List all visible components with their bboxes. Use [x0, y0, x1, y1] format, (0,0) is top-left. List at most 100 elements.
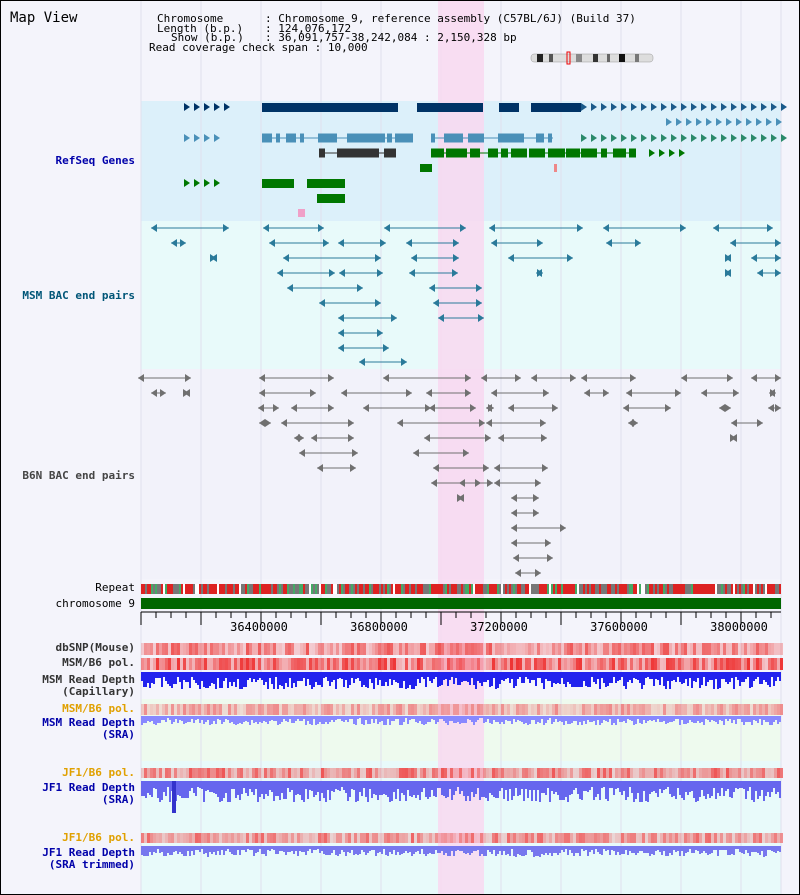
depth-bar [721, 716, 723, 721]
heat-cell [510, 768, 513, 778]
depth-bar [259, 672, 261, 678]
heat-cell [699, 768, 702, 778]
bac-end [491, 239, 497, 247]
bac-end [223, 224, 229, 232]
gene-block [554, 164, 557, 172]
heat-cell [762, 643, 765, 655]
depth-bar [647, 781, 649, 802]
depth-bar [241, 716, 243, 724]
depth-bar [657, 846, 659, 850]
depth-bar [747, 846, 749, 853]
depth-bar [703, 672, 705, 677]
depth-bar [289, 672, 291, 678]
depth-bar [721, 672, 723, 679]
depth-bar [371, 716, 373, 719]
heat-cell [327, 768, 330, 778]
heat-cell [210, 833, 213, 843]
heat-cell [444, 643, 447, 655]
gene-arrow [681, 103, 687, 111]
depth-bar [173, 672, 175, 684]
depth-bar [395, 716, 397, 719]
heat-cell [261, 768, 264, 778]
depth-bar [209, 716, 211, 725]
heat-cell [174, 833, 177, 843]
bac-end [151, 224, 157, 232]
depth-bar [655, 672, 657, 679]
depth-bar [455, 781, 457, 791]
heat-cell [498, 643, 501, 655]
depth-bar [467, 846, 469, 853]
depth-bar [699, 716, 701, 723]
heat-cell [777, 658, 780, 670]
depth-bar [581, 672, 583, 687]
depth-bar [489, 846, 491, 852]
heat-cell [639, 658, 642, 670]
depth-bar [505, 781, 507, 790]
depth-bar [359, 716, 361, 718]
depth-bar [761, 672, 763, 684]
gene-arrow [701, 134, 707, 142]
heat-cell [648, 643, 651, 655]
repeat-segment [423, 584, 425, 594]
heat-cell [255, 768, 258, 778]
heat-cell [453, 833, 456, 843]
heat-cell [759, 768, 762, 778]
repeat-segment [775, 584, 777, 594]
depth-bar [389, 781, 391, 802]
heat-cell [411, 833, 414, 843]
heat-cell [576, 658, 579, 670]
repeat-segment [727, 584, 729, 594]
depth-bar [441, 716, 443, 719]
depth-bar [507, 846, 509, 854]
depth-bar [653, 716, 655, 720]
heat-cell [702, 833, 705, 843]
depth-bar [481, 716, 483, 718]
heat-cell [237, 704, 240, 715]
depth-bar [501, 716, 503, 722]
heat-cell [735, 704, 738, 715]
heat-cell [282, 768, 285, 778]
depth-bar [301, 846, 303, 852]
heat-cell [669, 643, 672, 655]
repeat-segment [545, 584, 547, 594]
heat-cell [336, 643, 339, 655]
repeat-segment [761, 584, 763, 594]
heat-cell [705, 768, 708, 778]
heat-cell [234, 658, 237, 670]
heat-cell [741, 768, 744, 778]
depth-bar [323, 672, 325, 678]
depth-bar [693, 672, 695, 681]
depth-bar [629, 781, 631, 787]
depth-bar [671, 672, 673, 681]
heat-cell [321, 643, 324, 655]
depth-bar [767, 672, 769, 685]
bac-end [397, 419, 403, 427]
heat-cell [561, 768, 564, 778]
heat-cell [612, 768, 615, 778]
repeat-segment [527, 584, 529, 594]
heat-cell [384, 833, 387, 843]
heat-cell [258, 658, 261, 670]
depth-bar [491, 716, 493, 724]
depth-bar [261, 846, 263, 854]
heat-cell [396, 658, 399, 670]
heat-cell [756, 768, 759, 778]
depth-bar [215, 672, 217, 689]
bac-end [547, 554, 553, 562]
depth-bar [211, 781, 213, 792]
heat-cell [630, 833, 633, 843]
heat-cell [615, 704, 618, 715]
heat-cell [282, 643, 285, 655]
heat-cell [708, 704, 711, 715]
heat-cell [147, 658, 150, 670]
depth-bar [237, 716, 239, 724]
bac-end [470, 404, 476, 412]
heat-cell [447, 704, 450, 715]
depth-bar [291, 672, 293, 688]
gene-arrow [701, 103, 707, 111]
heat-cell [579, 833, 582, 843]
heat-cell [270, 833, 273, 843]
depth-bar [347, 716, 349, 722]
heat-cell [582, 643, 585, 655]
